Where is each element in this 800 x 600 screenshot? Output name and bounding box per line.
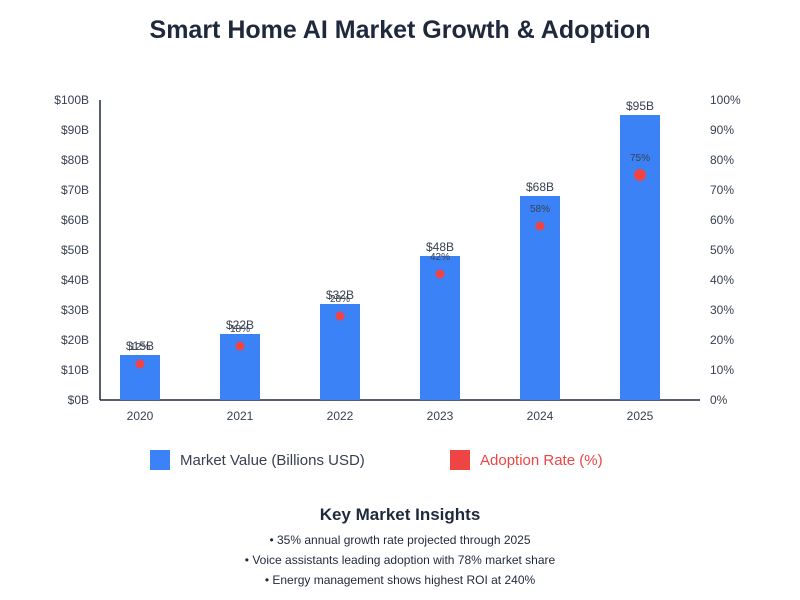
insights-title: Key Market Insights (319, 505, 481, 524)
adoption-dot (335, 311, 345, 321)
bar (420, 256, 460, 400)
bar-value-label: $15B (126, 339, 154, 353)
legend-market-swatch (150, 450, 170, 470)
adoption-value-label: 42% (430, 252, 450, 263)
y-left-tick-label: $0B (68, 393, 89, 407)
y-right-tick-label: 90% (710, 123, 734, 137)
x-tick-label: 2020 (127, 409, 154, 423)
bar-value-label: $22B (226, 318, 254, 332)
chart: $0B $10B $20B $30B $40B $50B $60B $70B $80B $90B $… (54, 93, 741, 423)
y-right-tick-label: 50% (710, 243, 734, 257)
insights-list: • 35% annual growth rate projected throu… (0, 532, 800, 592)
y-right-tick-label: 10% (710, 363, 734, 377)
legend-adoption: Adoption Rate (%) (450, 450, 603, 470)
y-left-tick-label: $70B (61, 183, 89, 197)
x-tick-label: 2025 (627, 409, 654, 423)
y-right-tick-label: 60% (710, 213, 734, 227)
y-left-tick-label: $90B (61, 123, 89, 137)
x-tick-label: 2024 (527, 409, 554, 423)
y-right-tick-label: 80% (710, 153, 734, 167)
x-tick-label: 2023 (427, 409, 454, 423)
x-tick-label: 2021 (227, 409, 254, 423)
adoption-value-label: 28% (330, 294, 350, 305)
x-tick-label: 2022 (327, 409, 354, 423)
y-right-tick-label: 0% (710, 393, 728, 407)
y-right-tick-label: 20% (710, 333, 734, 347)
adoption-dot (535, 221, 545, 231)
legend-adoption-label: Adoption Rate (%) (480, 451, 603, 469)
adoption-dot (235, 341, 245, 351)
bar-value-label: $48B (426, 240, 454, 254)
insight-item: • Energy management shows highest ROI at… (264, 573, 536, 587)
adoption-dot (135, 359, 145, 369)
legend-adoption-swatch (450, 450, 470, 470)
adoption-value-label: 18% (230, 324, 250, 335)
y-right-tick-label: 70% (710, 183, 734, 197)
y-right-tick-label: 40% (710, 273, 734, 287)
legend-market: Market Value (Billions USD) (150, 450, 365, 470)
adoption-value-label: 12% (130, 342, 150, 353)
y-left-tick-label: $20B (61, 333, 89, 347)
insight-item: • Voice assistants leading adoption with… (244, 553, 556, 567)
adoption-dot (435, 269, 445, 279)
bar-value-label: $95B (626, 99, 654, 113)
y-right-tick-label: 100% (710, 93, 741, 107)
adoption-value-label: 58% (530, 204, 550, 215)
y-left-tick-label: $100B (54, 93, 89, 107)
y-left-tick-label: $10B (61, 363, 89, 377)
y-left-tick-label: $50B (61, 243, 89, 257)
insight-item: • 35% annual growth rate projected throu… (269, 533, 531, 547)
y-right-tick-label: 30% (710, 303, 734, 317)
bar-value-label: $68B (526, 180, 554, 194)
bar (620, 115, 660, 400)
y-left-tick-label: $60B (61, 213, 89, 227)
adoption-value-label: 75% (630, 153, 650, 164)
chart-title: Smart Home AI Market Growth & Adoption (149, 16, 651, 44)
legend-market-label: Market Value (Billions USD) (180, 451, 365, 469)
bar-value-label: $32B (326, 288, 354, 302)
y-left-tick-label: $80B (61, 153, 89, 167)
adoption-dot (634, 169, 646, 181)
y-left-tick-label: $30B (61, 303, 89, 317)
y-left-tick-label: $40B (61, 273, 89, 287)
